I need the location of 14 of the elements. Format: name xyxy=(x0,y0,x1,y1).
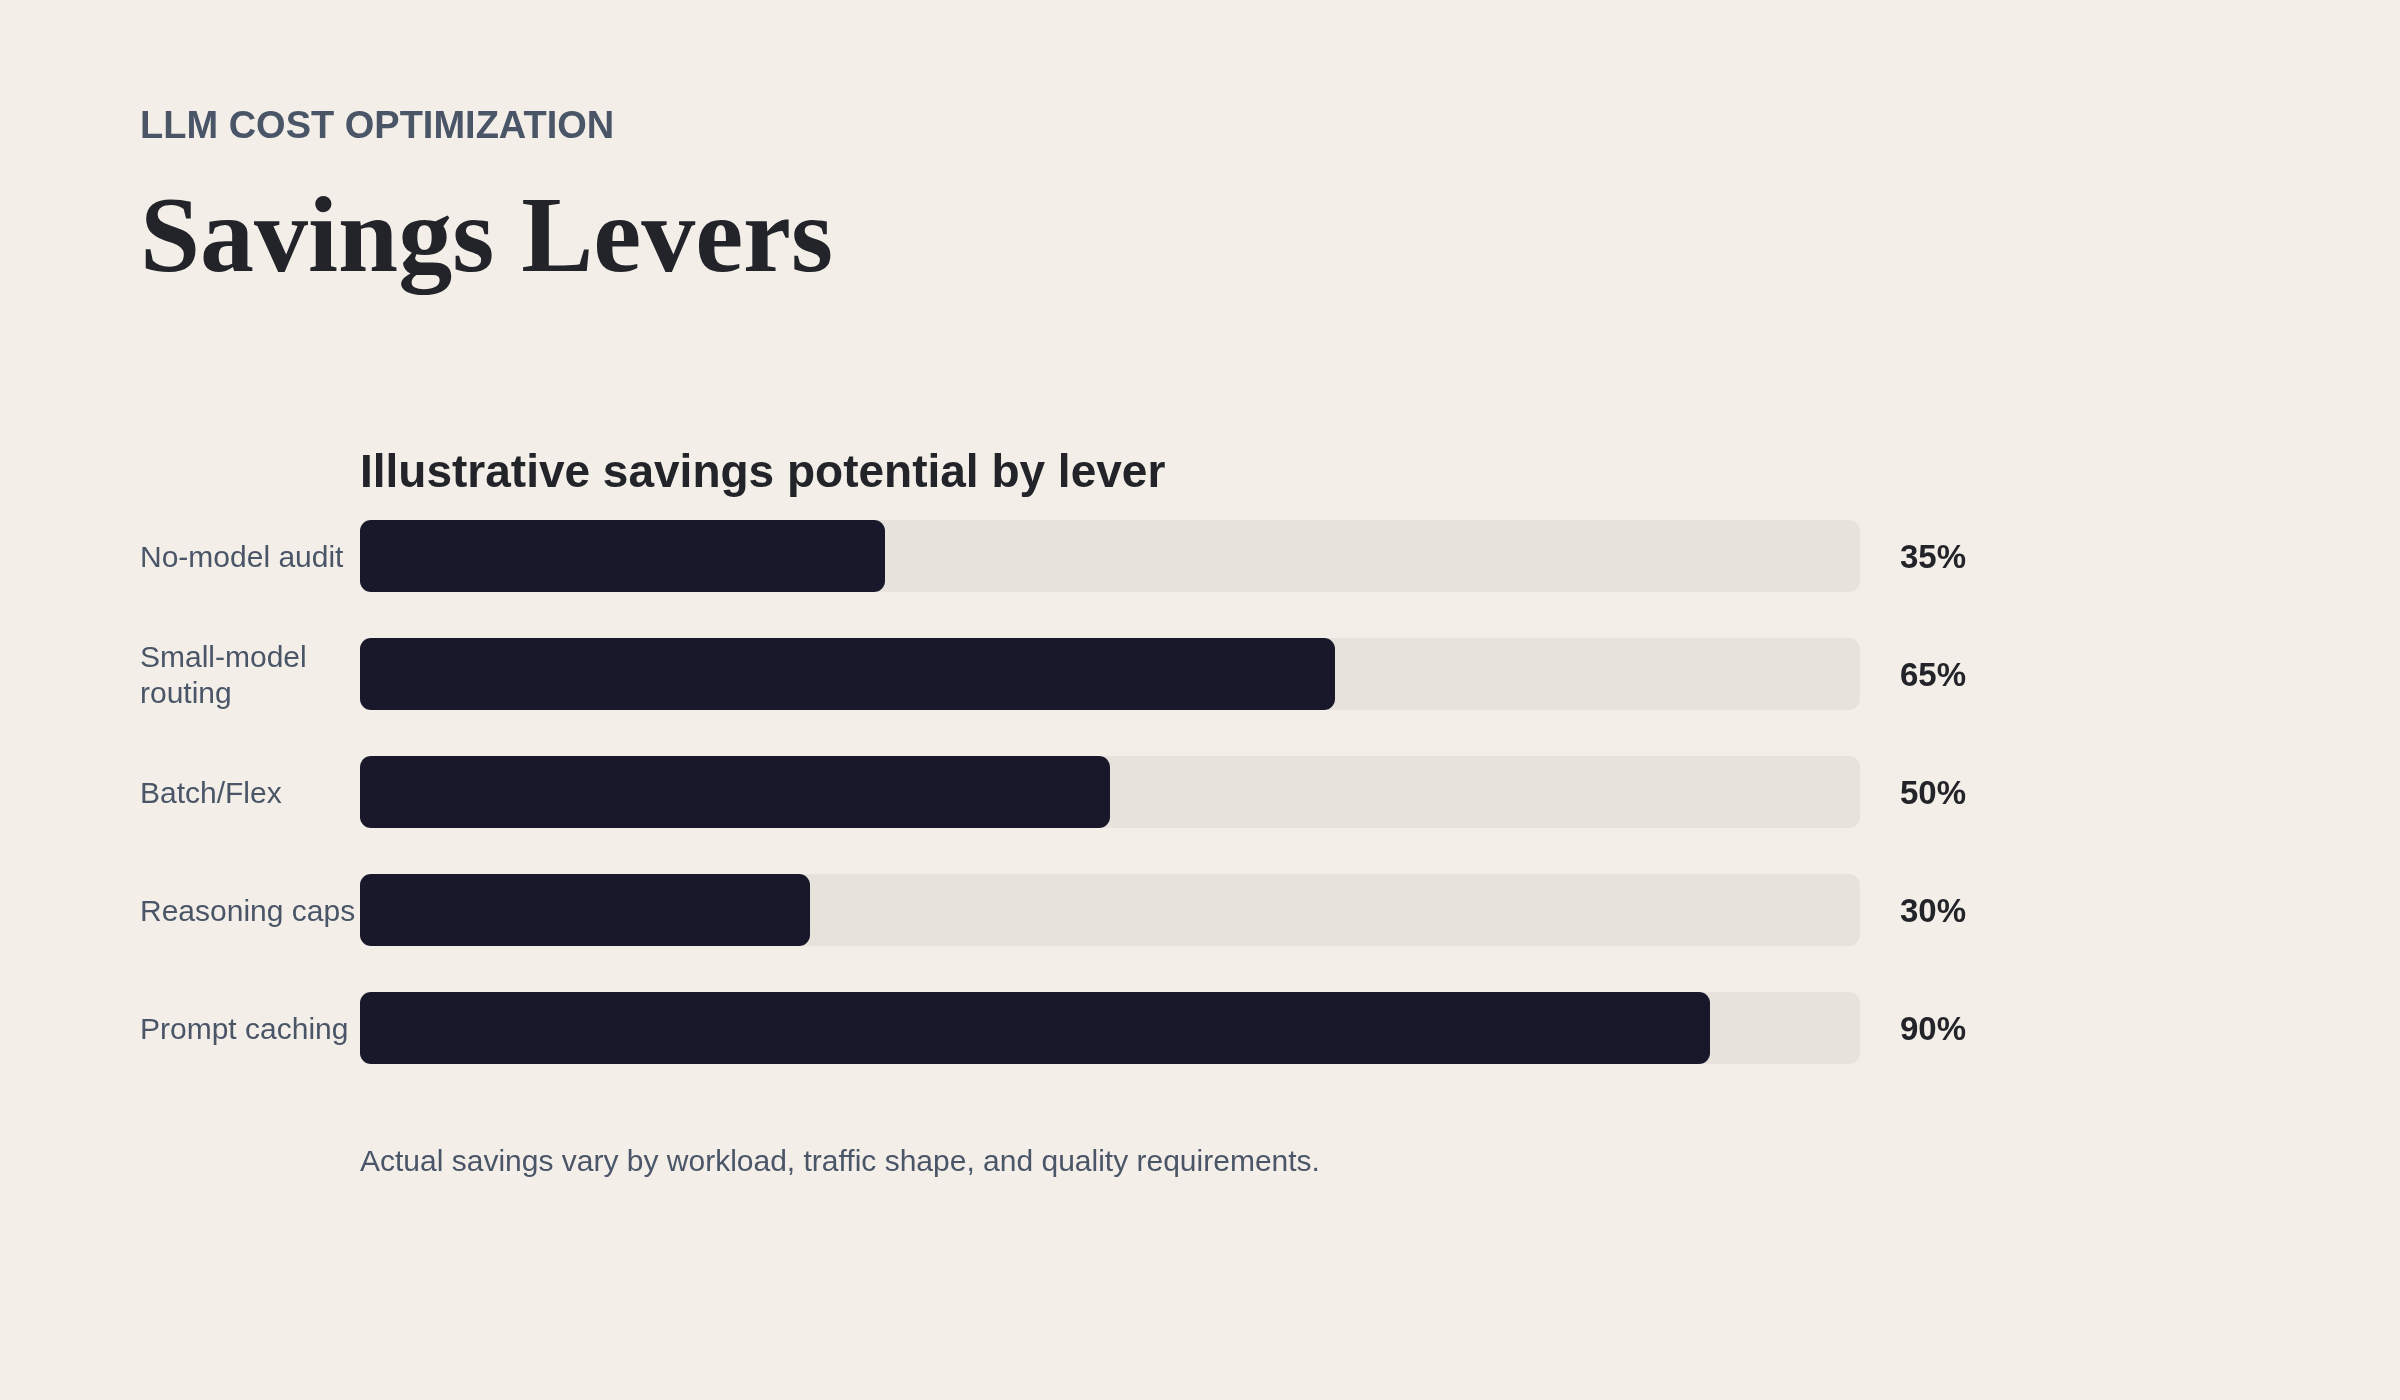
y-tick-label: Reasoning caps xyxy=(140,893,356,927)
chart-title: Savings Levers xyxy=(140,174,834,295)
chart-subtitle: Illustrative savings potential by lever xyxy=(360,445,1166,497)
y-tick-label: Prompt caching xyxy=(140,1011,349,1045)
data-label: 30% xyxy=(1900,891,1967,929)
data-label: 65% xyxy=(1900,655,1967,693)
data-label: 35% xyxy=(1900,537,1967,575)
y-tick-label: Batch/Flex xyxy=(140,775,282,809)
y-tick-label: Small-model routing xyxy=(140,639,316,709)
text: Actual savings vary by workload, traffic shape, and quality requirements. xyxy=(360,1143,1320,1177)
y-tick-label: No-model audit xyxy=(140,539,345,573)
text: LLM COST OPTIMIZATION xyxy=(140,104,615,146)
data-label: 50% xyxy=(1900,773,1967,811)
data-label: 90% xyxy=(1900,1009,1967,1047)
